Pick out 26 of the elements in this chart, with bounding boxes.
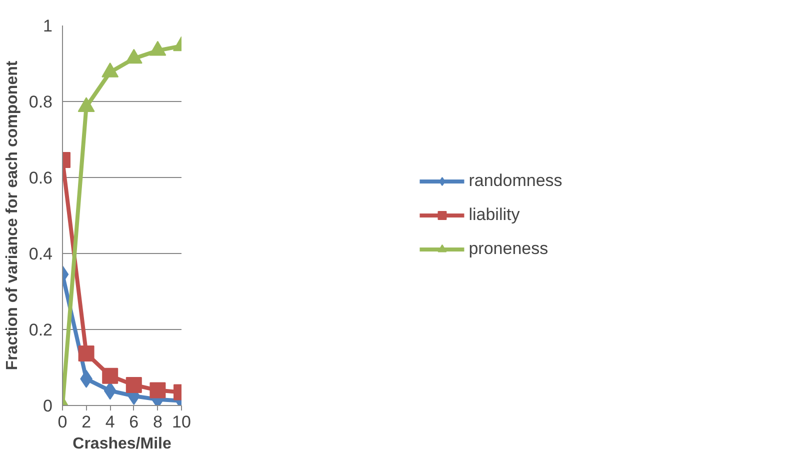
x-tick-label: 8 [152, 412, 162, 432]
point [102, 62, 119, 78]
point [78, 97, 95, 112]
x-tick-label: 4 [105, 412, 115, 432]
y-tick-label: 0.6 [28, 168, 53, 188]
point [102, 368, 118, 384]
point [126, 376, 142, 393]
y-tick-label: 0.4 [28, 244, 53, 264]
y-tick-label: 0.8 [28, 92, 53, 112]
point [104, 382, 116, 400]
legend-label: randomness [468, 171, 562, 191]
point [78, 345, 94, 362]
y-tick-label: 1 [43, 16, 53, 36]
x-tick-label: 10 [172, 412, 191, 432]
x-axis-title: Crashes/Mile [72, 436, 172, 452]
point [125, 48, 142, 64]
y-tick-label: 0 [43, 396, 53, 416]
point [149, 40, 166, 56]
x-tick-label: 0 [58, 412, 68, 432]
y-axis-title: Fraction of variance for each component [4, 60, 21, 370]
y-tick-label: 0.2 [28, 320, 53, 340]
legend-label: liability [468, 205, 520, 225]
x-tick-label: 6 [129, 412, 139, 432]
x-tick-label: 2 [82, 412, 92, 432]
legend-label: proneness [468, 239, 548, 259]
point [150, 382, 166, 398]
